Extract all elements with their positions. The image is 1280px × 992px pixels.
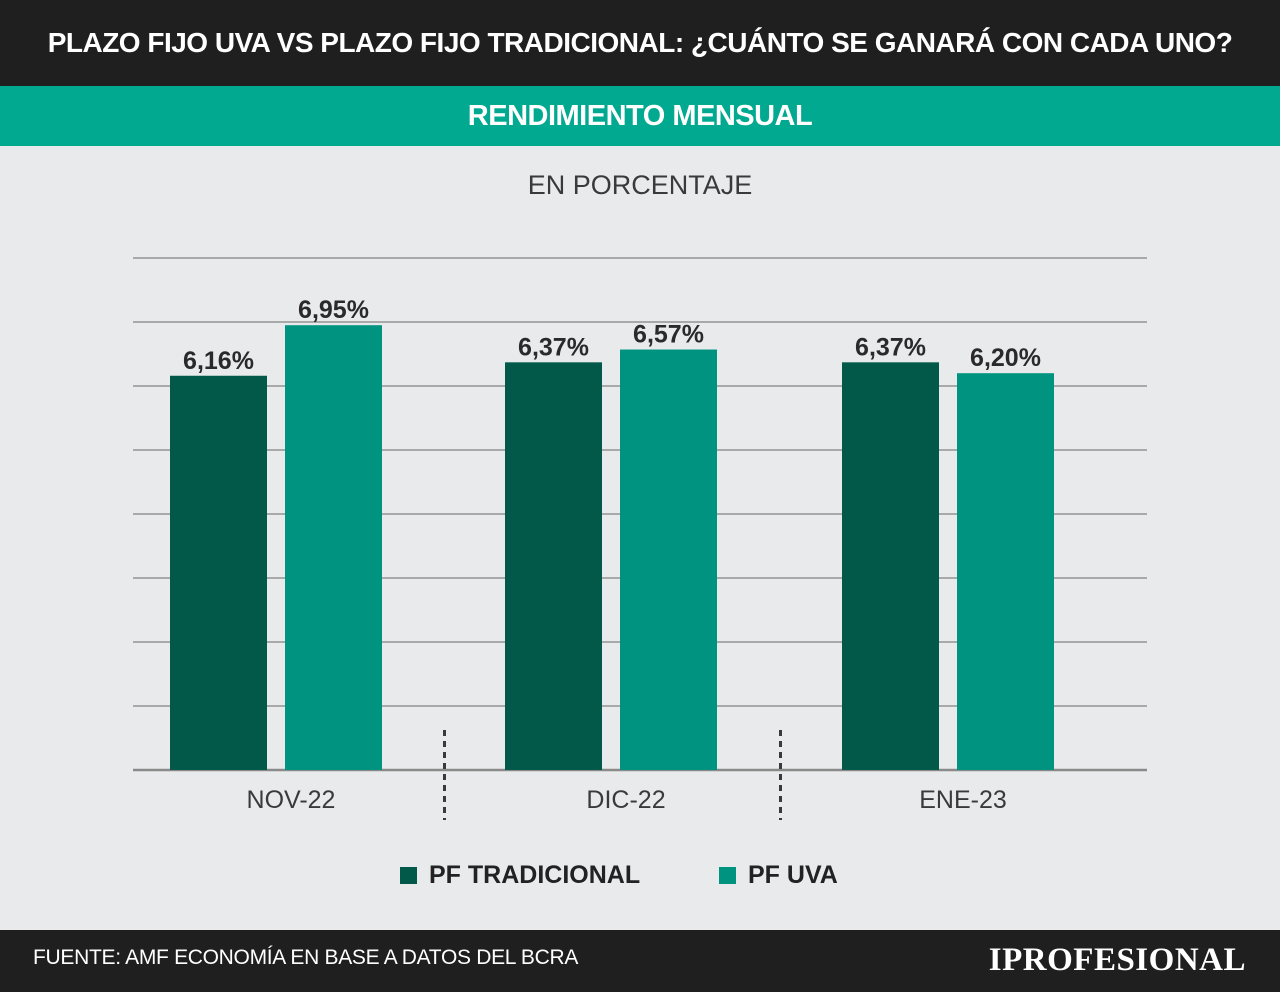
data-label: 6,20% xyxy=(970,344,1041,372)
unit-label: EN PORCENTAJE xyxy=(527,170,753,200)
data-label: 6,57% xyxy=(633,321,704,349)
title-bar: PLAZO FIJO UVA VS PLAZO FIJO TRADICIONAL… xyxy=(0,0,1280,86)
bar-pf-uva-dic-22 xyxy=(620,349,717,770)
legend: PF TRADICIONAL PF UVA xyxy=(0,855,1280,895)
legend-item-pf-tradicional: PF TRADICIONAL xyxy=(400,855,640,895)
chart-title: PLAZO FIJO UVA VS PLAZO FIJO TRADICIONAL… xyxy=(47,27,1233,58)
brand-logo: IPROFESIONAL xyxy=(988,942,1246,978)
footer-bar: FUENTE: AMF ECONOMÍA EN BASE A DATOS DEL… xyxy=(0,930,1280,992)
x-tick-label: NOV-22 xyxy=(247,786,336,814)
bar-pf-uva-nov-22 xyxy=(285,325,382,770)
subtitle-bar: RENDIMIENTO MENSUAL xyxy=(0,86,1280,146)
chart-subtitle: RENDIMIENTO MENSUAL xyxy=(467,99,813,132)
bar-pf-tradicional-ene-23 xyxy=(842,362,939,770)
legend-item-pf-uva: PF UVA xyxy=(719,855,838,895)
data-label: 6,37% xyxy=(855,333,926,361)
x-tick-label: DIC-22 xyxy=(586,786,665,814)
legend-swatch-pf-uva xyxy=(719,866,736,884)
bar-pf-tradicional-nov-22 xyxy=(170,375,267,770)
x-tick-label: ENE-23 xyxy=(919,786,1007,814)
data-label: 6,16% xyxy=(183,347,254,375)
data-label: 6,37% xyxy=(518,333,589,361)
data-label: 6,95% xyxy=(298,296,369,324)
bar-pf-uva-ene-23 xyxy=(957,373,1054,770)
bar-pf-tradicional-dic-22 xyxy=(505,362,602,770)
source-note: FUENTE: AMF ECONOMÍA EN BASE A DATOS DEL… xyxy=(33,946,579,969)
legend-label-pf-tradicional: PF TRADICIONAL xyxy=(429,860,641,889)
legend-swatch-pf-tradicional xyxy=(400,866,417,884)
legend-label-pf-uva: PF UVA xyxy=(748,860,838,889)
